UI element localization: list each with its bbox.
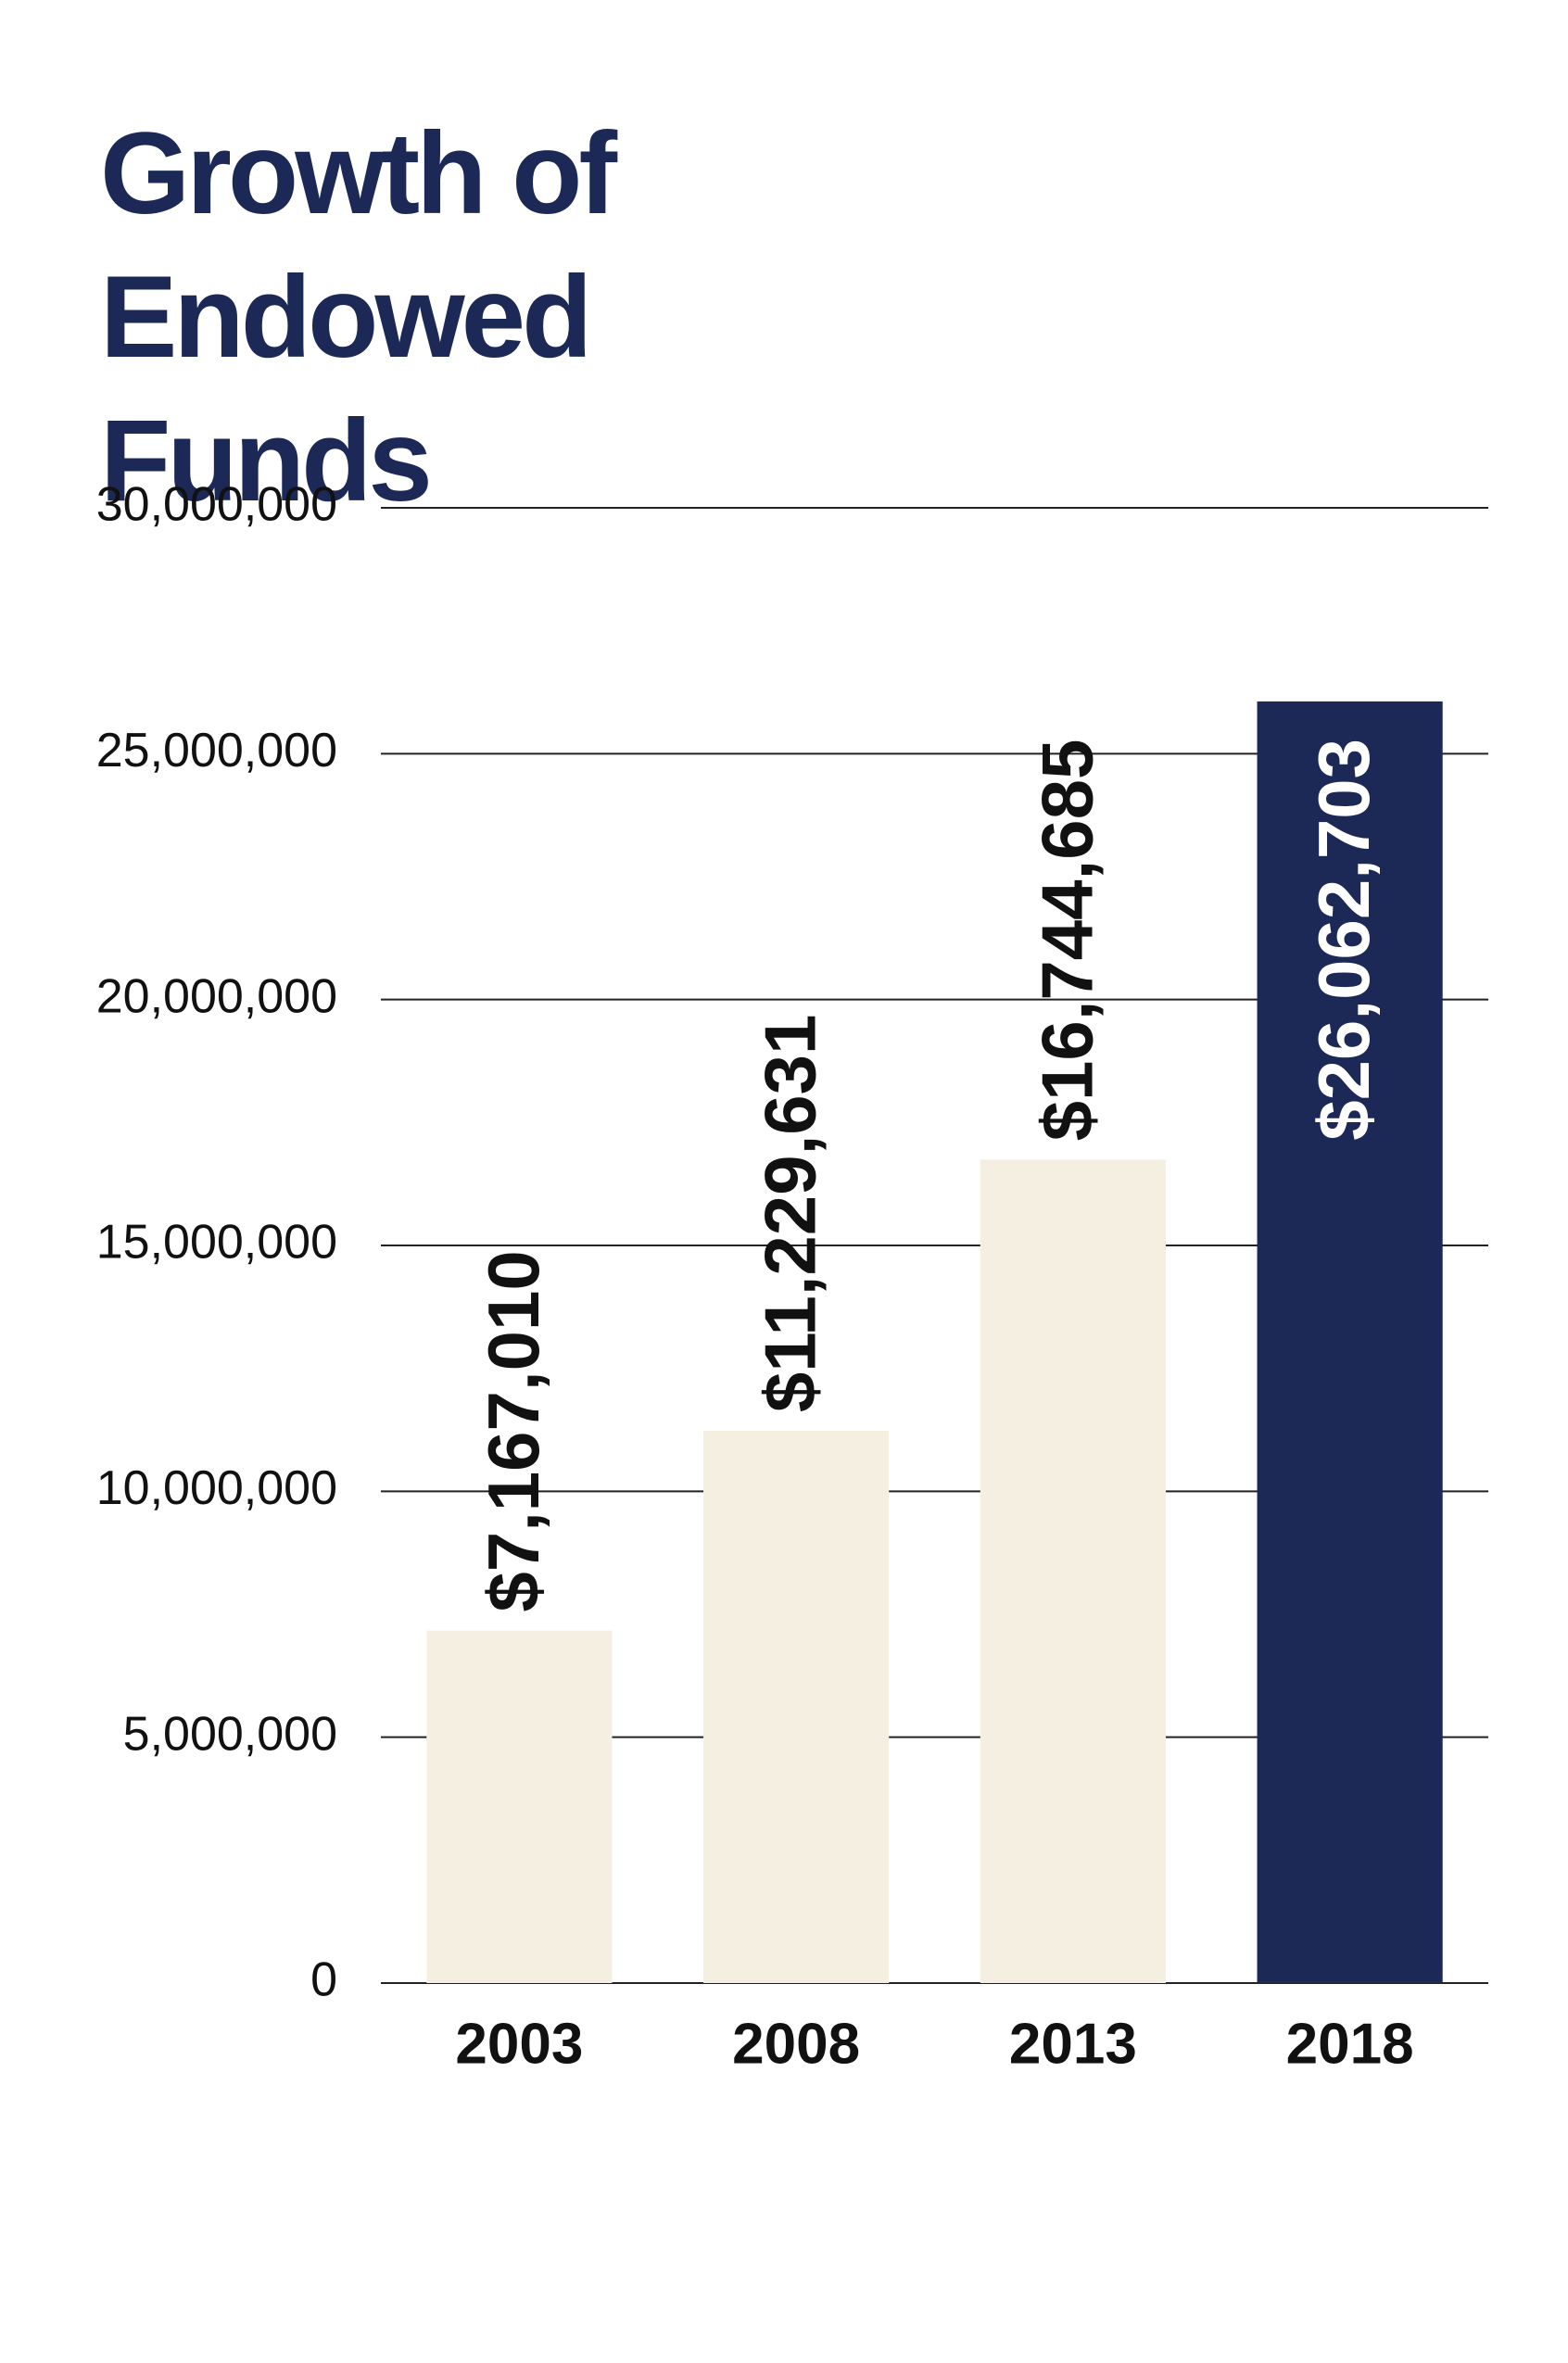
y-tick-label: 15,000,000 [96,1216,337,1270]
bar [426,1630,613,1983]
bar [703,1431,890,1983]
value-label: $26,062,703 [1303,739,1385,1141]
chart-title: Growth of Endowed Funds [100,109,617,525]
bar [980,1159,1166,1983]
x-tick-label: 2018 [1286,2012,1414,2076]
y-tick-label: 0 [310,1953,337,2007]
y-tick-label: 25,000,000 [96,724,337,777]
x-tick-label: 2008 [732,2012,860,2076]
y-tick-label: 10,000,000 [96,1461,337,1515]
value-label: $16,744,685 [1026,739,1107,1142]
x-tick-label: 2003 [455,2012,583,2076]
y-tick-label: 30,000,000 [96,478,337,532]
bar [1257,701,1443,1983]
value-label: $7,167,010 [473,1250,554,1611]
y-tick-label: 5,000,000 [123,1707,337,1761]
y-tick-label: 20,000,000 [96,969,337,1023]
x-tick-label: 2013 [1009,2012,1137,2076]
value-label: $11,229,631 [750,1015,831,1412]
